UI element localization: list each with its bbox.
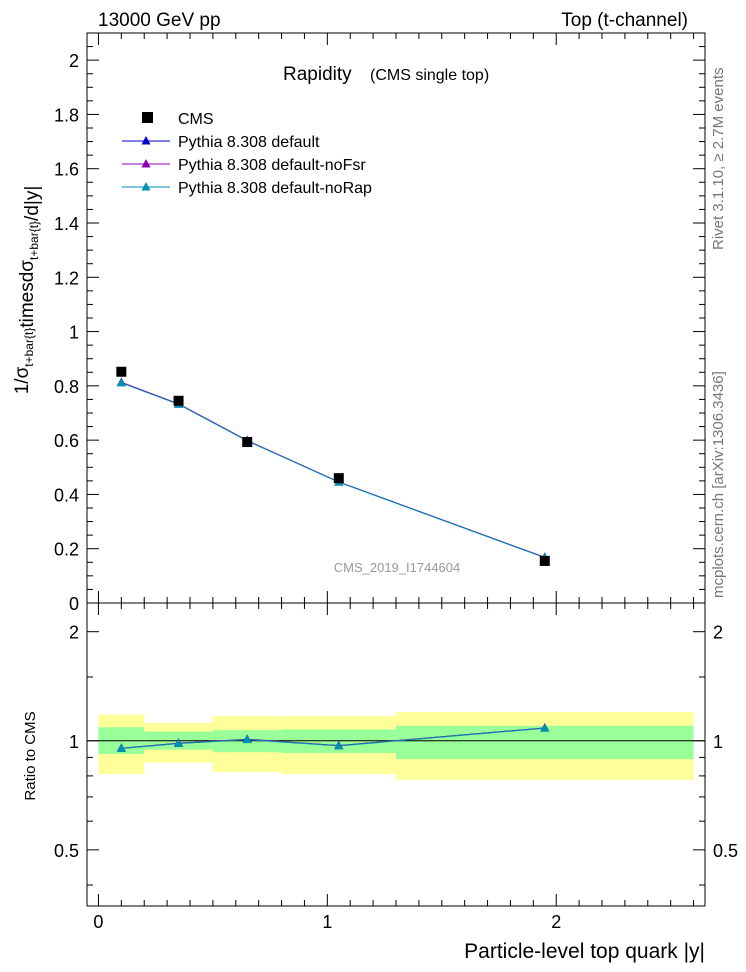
series-line bbox=[121, 381, 545, 558]
legend-label: Pythia 8.308 default bbox=[178, 134, 320, 151]
y-tick-label: 1.4 bbox=[54, 214, 79, 234]
chart-subtitle: (CMS single top) bbox=[370, 67, 489, 84]
x-axis-title: Particle-level top quark |y| bbox=[464, 940, 705, 963]
ratio-series-point bbox=[242, 734, 252, 744]
y-tick-label: 1 bbox=[69, 323, 79, 343]
header-energy: 13000 GeV pp bbox=[98, 10, 221, 31]
y-tick-label: 0.8 bbox=[54, 377, 79, 397]
y-tick-label: 2 bbox=[69, 51, 79, 71]
y-tick-label: 1.2 bbox=[54, 268, 79, 288]
y-tick-label: 1.8 bbox=[54, 105, 79, 125]
legend-marker bbox=[141, 136, 151, 145]
data-point bbox=[242, 437, 253, 448]
legend-label-data: CMS bbox=[178, 111, 214, 128]
series-line bbox=[121, 382, 545, 558]
x-tick-label: 0 bbox=[93, 912, 103, 932]
y-axis-title-part: /d|y| bbox=[22, 186, 43, 221]
header-process: Top (t-channel) bbox=[561, 10, 688, 31]
ratio-tick-label: 2 bbox=[69, 623, 79, 643]
ratio-tick-label-right: 2 bbox=[713, 623, 723, 643]
y-tick-label: 0.4 bbox=[54, 485, 79, 505]
y-tick-label: 0 bbox=[69, 594, 79, 614]
data-point bbox=[116, 366, 127, 377]
analysis-watermark: CMS_2019_I1744604 bbox=[334, 560, 461, 575]
series-point bbox=[116, 377, 126, 387]
ratio-series-point bbox=[116, 743, 126, 753]
data-point bbox=[333, 473, 344, 484]
ratio-tick-label: 1 bbox=[69, 732, 79, 752]
y-axis-title-subscript: t+bar{t} bbox=[27, 221, 41, 260]
ratio-panel: 0.5 0.5 1 1 2 2 bbox=[54, 602, 738, 907]
rivet-label: Rivet 3.1.10, ≥ 2.7M events bbox=[710, 68, 727, 251]
y-axis-title-subscript: t+bar{t} bbox=[22, 328, 36, 367]
ratio-y-axis-title: Ratio to CMS bbox=[22, 711, 39, 800]
ratio-series-point bbox=[334, 740, 344, 750]
y-tick-label: 0.2 bbox=[54, 540, 79, 560]
y-tick-label: 0.6 bbox=[54, 431, 79, 451]
data-point bbox=[173, 395, 184, 406]
legend-label: Pythia 8.308 default-noFsr bbox=[178, 157, 366, 174]
ratio-tick-label-right: 0.5 bbox=[713, 841, 738, 861]
legend-marker bbox=[141, 159, 151, 168]
x-tick-label: 2 bbox=[551, 912, 561, 932]
chart-title: Rapidity bbox=[283, 64, 352, 85]
y-axis-title: 1/σt+bar{t}timesdσt+bar{t}/d|y| bbox=[12, 186, 43, 395]
legend-label: Pythia 8.308 default-noRap bbox=[178, 180, 372, 197]
x-tick-label: 1 bbox=[322, 912, 332, 932]
data-point bbox=[539, 555, 550, 566]
mcplots-label: mcplots.cern.ch [arXiv:1306.3436] bbox=[710, 371, 727, 598]
series-line bbox=[121, 382, 545, 559]
y-tick-label: 1.6 bbox=[54, 160, 79, 180]
ratio-tick-label: 0.5 bbox=[54, 841, 79, 861]
ratio-series-point bbox=[174, 738, 184, 747]
legend-marker-data bbox=[142, 112, 153, 123]
ratio-series-point bbox=[540, 723, 550, 732]
legend-marker bbox=[141, 182, 151, 191]
y-axis-title-part: 1/σ bbox=[12, 366, 33, 394]
legend: CMS Pythia 8.308 default Pythia 8.308 defa… bbox=[122, 111, 372, 197]
ratio-tick-label-right: 1 bbox=[713, 732, 723, 752]
y-axis-title-part: timesdσ bbox=[17, 260, 38, 328]
